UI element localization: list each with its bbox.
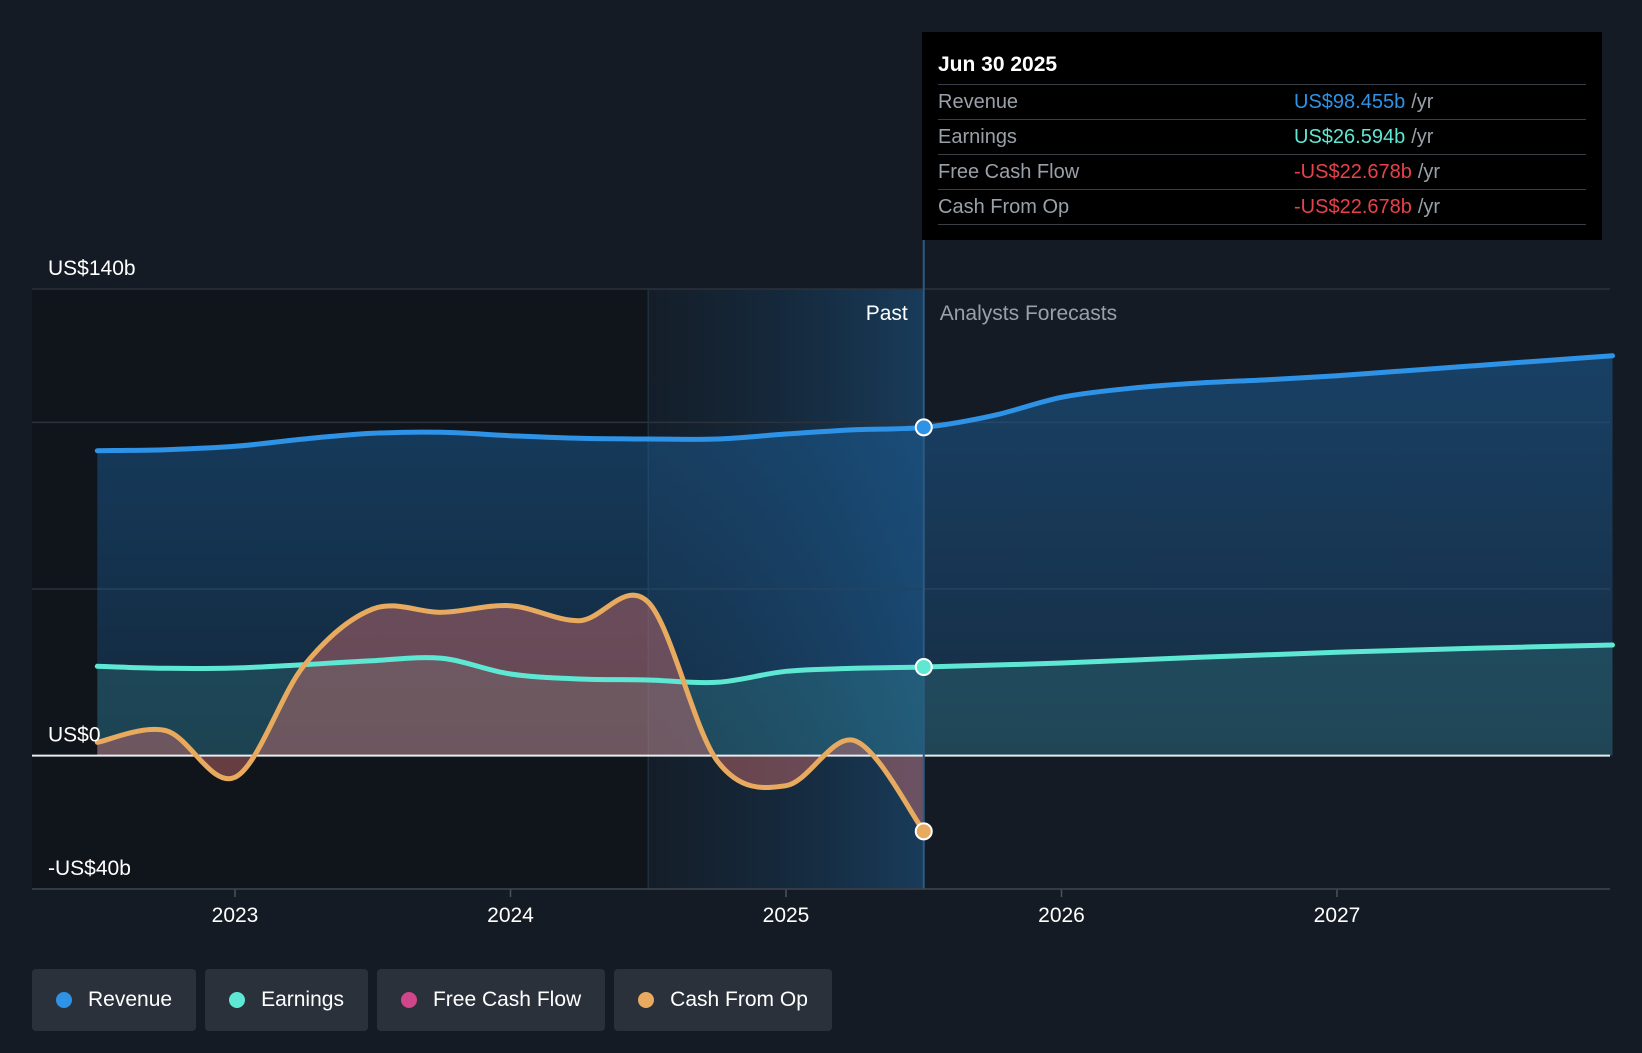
tooltip-row-free-cash-flow: Free Cash Flow -US$22.678b /yr xyxy=(938,154,1586,189)
tooltip-panel: Jun 30 2025 Revenue US$98.455b /yr Earni… xyxy=(922,32,1602,240)
legend-dot-icon xyxy=(56,992,72,1008)
series-lines xyxy=(94,353,1615,834)
series-end-points xyxy=(914,418,933,841)
forecast-label: Analysts Forecasts xyxy=(940,302,1117,325)
y-axis-labels: US$140b US$0 -US$40b xyxy=(48,257,136,880)
legend-label: Cash From Op xyxy=(670,988,808,1011)
area-cash-from-op xyxy=(97,595,924,832)
legend-dot-icon xyxy=(400,992,417,1008)
tooltip-value: -US$22.678b xyxy=(1294,196,1412,218)
point-earnings xyxy=(914,658,933,676)
past-label: Past xyxy=(866,302,908,325)
line-revenue xyxy=(94,353,1615,454)
legend-item-revenue[interactable]: Revenue xyxy=(32,969,197,1031)
legend: Revenue Earnings Free Cash Flow Cash Fro… xyxy=(32,969,832,1031)
legend-item-cash-from-op[interactable]: Cash From Op xyxy=(614,969,832,1031)
x-tick-label: 2024 xyxy=(487,904,534,927)
tooltip-unit: /yr xyxy=(1417,161,1441,183)
tooltip-unit: /yr xyxy=(1411,126,1434,148)
y-tick-label: US$140b xyxy=(48,257,136,280)
line-cash-from-op xyxy=(94,592,927,834)
tooltip-label: Free Cash Flow xyxy=(938,161,1080,183)
point-cash-from-op xyxy=(914,822,933,841)
point-revenue xyxy=(914,418,933,437)
x-axis-labels: 2023 2024 2025 2026 2027 xyxy=(32,888,1610,927)
tooltip-row-cash-from-op: Cash From Op -US$22.678b /yr xyxy=(938,189,1586,225)
legend-item-free-cash-flow[interactable]: Free Cash Flow xyxy=(376,969,606,1031)
legend-label: Earnings xyxy=(261,988,344,1011)
tooltip-row-revenue: Revenue US$98.455b /yr xyxy=(938,84,1586,119)
x-tick-label: 2027 xyxy=(1314,904,1361,927)
y-tick-label: -US$40b xyxy=(48,857,131,880)
x-tick-label: 2026 xyxy=(1038,904,1085,927)
legend-dot-icon xyxy=(638,992,655,1008)
y-tick-label: US$0 xyxy=(48,724,101,747)
tooltip-value: -US$22.678b xyxy=(1294,161,1412,183)
tooltip-row-earnings: Earnings US$26.594b /yr xyxy=(938,119,1586,154)
tooltip-label: Cash From Op xyxy=(938,196,1070,218)
legend-item-earnings[interactable]: Earnings xyxy=(205,969,368,1031)
x-tick-label: 2025 xyxy=(763,904,810,927)
tooltip-unit: /yr xyxy=(1411,91,1434,113)
tooltip-date: Jun 30 2025 xyxy=(938,53,1058,76)
legend-label: Revenue xyxy=(88,988,173,1011)
area-earnings xyxy=(97,645,1613,756)
tooltip-value: US$26.594b xyxy=(1294,126,1406,148)
legend-dot-icon xyxy=(229,992,246,1008)
tooltip-value: US$98.455b xyxy=(1294,91,1406,113)
x-tick-label: 2023 xyxy=(212,904,259,927)
legend-label: Free Cash Flow xyxy=(432,988,582,1011)
tooltip-label: Revenue xyxy=(938,91,1019,113)
tooltip-label: Earnings xyxy=(938,126,1017,148)
tooltip-unit: /yr xyxy=(1417,196,1441,218)
